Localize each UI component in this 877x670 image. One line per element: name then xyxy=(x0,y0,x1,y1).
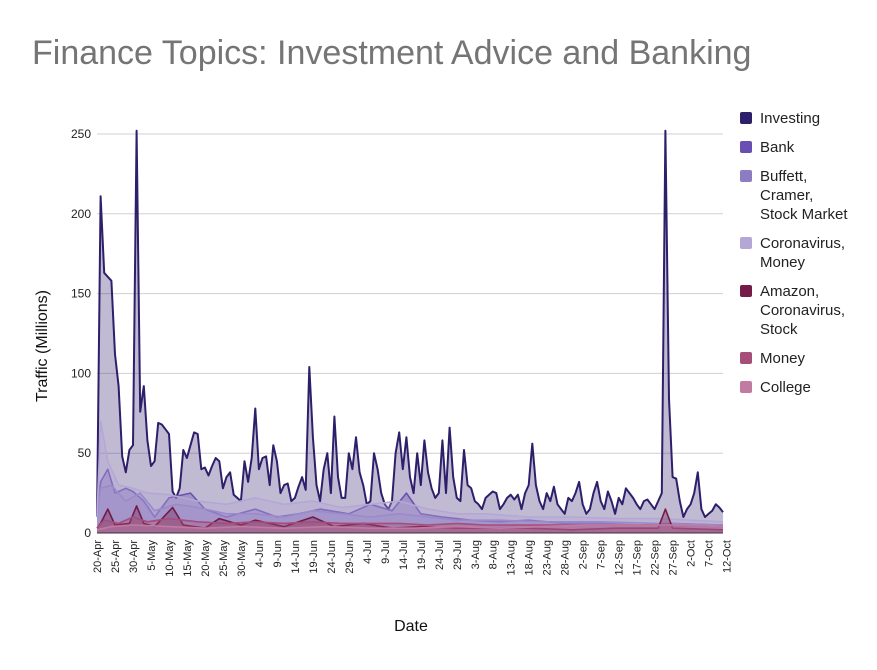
legend-item: Money xyxy=(740,350,806,367)
series-line xyxy=(96,484,724,526)
x-tick-label: 12-Oct xyxy=(722,540,734,573)
x-tick-label: 4-Jul xyxy=(362,540,374,564)
legend-swatch xyxy=(740,141,752,153)
x-tick-label: 28-Aug xyxy=(560,540,572,575)
legend-item: Investing xyxy=(740,110,820,127)
x-tick-label: 20-May xyxy=(200,540,212,577)
x-axis-ticks: 20-Apr 25-Apr 30-Apr 5-May 10-May 15-May 20-Ma… xyxy=(92,540,734,577)
series-area xyxy=(97,469,723,533)
legend-swatch xyxy=(740,170,752,182)
legend-item: Coronavirus, Money xyxy=(740,235,845,271)
legend-label: Investing xyxy=(760,110,820,127)
x-tick-label: 8-Aug xyxy=(488,540,500,569)
series-area xyxy=(97,517,723,533)
x-tick-label: 2-Sep xyxy=(578,540,590,569)
legend-swatch xyxy=(740,352,752,364)
x-tick-label: 13-Aug xyxy=(506,540,518,575)
x-tick-label: 29-Jun xyxy=(344,540,356,574)
y-axis-title: Traffic (Millions) xyxy=(34,290,51,402)
x-tick-label: 24-Jun xyxy=(326,540,338,574)
x-tick-label: 12-Sep xyxy=(614,540,626,575)
y-tick-label: 50 xyxy=(78,446,92,460)
x-tick-label: 25-Apr xyxy=(110,540,122,573)
x-tick-label: 3-Aug xyxy=(470,540,482,569)
x-tick-label: 5-May xyxy=(146,540,158,571)
x-tick-label: 2-Oct xyxy=(686,540,698,567)
x-tick-label: 4-Jun xyxy=(254,540,266,568)
series-line xyxy=(96,420,724,523)
x-axis-title: Date xyxy=(394,618,428,635)
y-axis-ticks: 0 50 100 150 200 250 xyxy=(71,127,91,540)
legend-swatch xyxy=(740,112,752,124)
y-tick-label: 150 xyxy=(71,287,91,301)
series-area xyxy=(97,421,723,533)
legend-label: Bank xyxy=(760,139,795,156)
legend-label: Amazon, Coronavirus, Stock xyxy=(760,283,845,338)
x-tick-label: 27-Sep xyxy=(668,540,680,575)
x-tick-label: 19-Jun xyxy=(308,540,320,574)
y-tick-label: 200 xyxy=(71,207,91,221)
legend: Investing Bank Buffett, Cramer, Stock Market… xyxy=(740,110,848,396)
x-tick-label: 7-Oct xyxy=(704,540,716,567)
legend-label: College xyxy=(760,379,811,396)
x-tick-label: 15-May xyxy=(182,540,194,577)
legend-label: Money xyxy=(760,350,806,367)
x-tick-label: 10-May xyxy=(164,540,176,577)
x-tick-label: 30-Apr xyxy=(128,540,140,573)
series-line xyxy=(96,516,724,529)
legend-label: Coronavirus, Money xyxy=(760,235,845,271)
legend-swatch xyxy=(740,285,752,297)
series-areas xyxy=(96,129,724,534)
x-tick-label: 20-Apr xyxy=(92,540,104,573)
legend-item: Bank xyxy=(740,139,795,156)
series-area xyxy=(97,505,723,533)
legend-label: Buffett, Cramer, Stock Market xyxy=(760,168,848,223)
y-tick-label: 250 xyxy=(71,127,91,141)
x-tick-label: 7-Sep xyxy=(596,540,608,569)
series-area xyxy=(97,130,723,534)
x-tick-label: 29-Jul xyxy=(452,540,464,570)
x-tick-label: 24-Jul xyxy=(434,540,446,570)
x-tick-label: 25-May xyxy=(218,540,230,577)
x-tick-label: 17-Sep xyxy=(632,540,644,575)
x-tick-label: 9-Jun xyxy=(272,540,284,568)
x-tick-label: 14-Jul xyxy=(398,540,410,570)
legend-swatch xyxy=(740,381,752,393)
x-tick-label: 9-Jul xyxy=(380,540,392,564)
x-tick-label: 14-Jun xyxy=(290,540,302,574)
series-line xyxy=(96,505,724,531)
x-tick-label: 30-May xyxy=(236,540,248,577)
legend-swatch xyxy=(740,237,752,249)
x-tick-label: 23-Aug xyxy=(542,540,554,575)
x-tick-label: 18-Aug xyxy=(524,540,536,575)
y-tick-label: 0 xyxy=(84,526,91,540)
gridlines xyxy=(97,133,723,454)
y-tick-label: 100 xyxy=(71,366,91,380)
x-tick-label: 22-Sep xyxy=(650,540,662,575)
series-line xyxy=(96,524,724,531)
legend-item: Buffett, Cramer, Stock Market xyxy=(740,168,848,223)
legend-item: Amazon, Coronavirus, Stock xyxy=(740,283,845,338)
series-line xyxy=(96,129,724,518)
x-tick-label: 19-Jul xyxy=(416,540,428,570)
legend-item: College xyxy=(740,379,811,396)
chart-title: Finance Topics: Investment Advice and Ba… xyxy=(32,34,752,72)
